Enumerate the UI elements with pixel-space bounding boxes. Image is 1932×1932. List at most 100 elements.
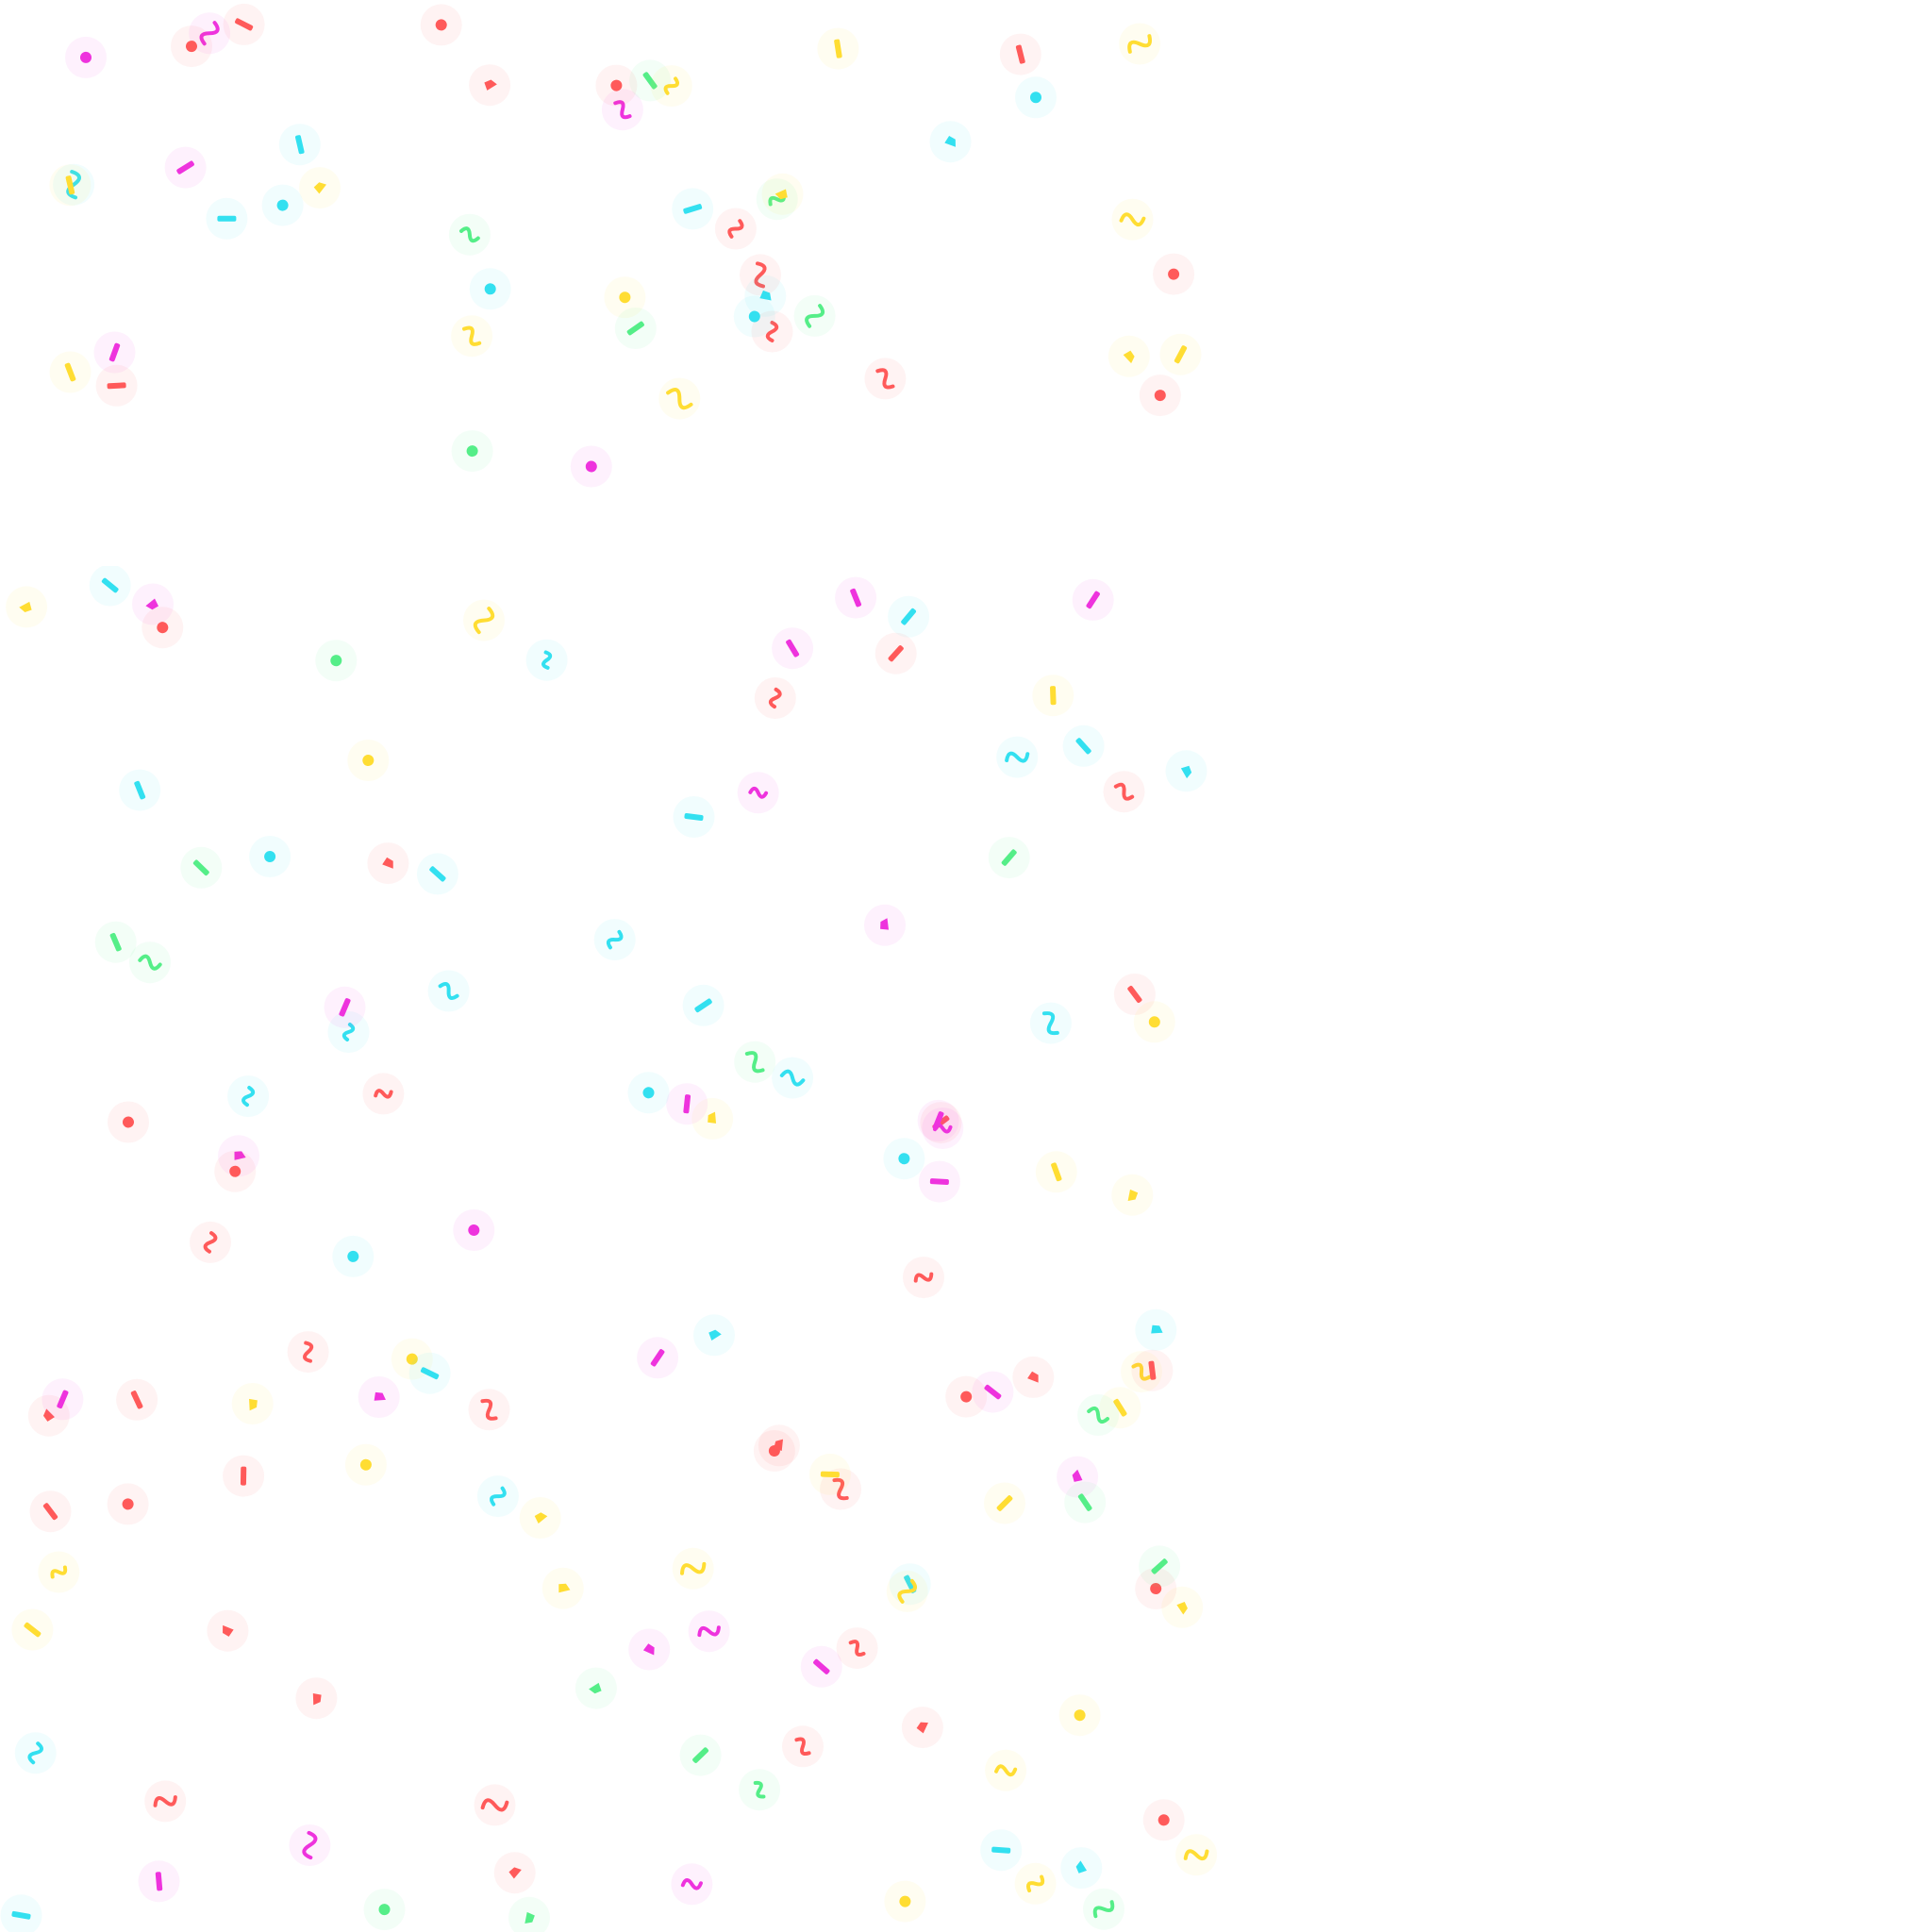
confetti-piece	[234, 1151, 246, 1160]
confetti-flake	[508, 1867, 522, 1879]
confetti-piece	[313, 182, 327, 194]
confetti-ribbon-curl	[1119, 212, 1146, 227]
confetti-strip	[420, 1367, 440, 1380]
confetti-piece	[1030, 92, 1041, 104]
confetti-star	[1150, 1583, 1162, 1594]
confetti-piece	[642, 72, 658, 90]
confetti-ribbon-curl	[27, 1741, 43, 1765]
confetti-piece	[480, 1798, 509, 1812]
confetti-strip	[64, 362, 76, 382]
confetti-piece	[666, 388, 693, 410]
confetti-star	[484, 283, 496, 295]
confetti-piece	[692, 1747, 709, 1763]
confetti-piece	[774, 189, 788, 200]
confetti-strip	[626, 321, 644, 336]
confetti-piece	[558, 1583, 571, 1593]
confetti-piece	[663, 76, 680, 95]
confetti-ribbon-curl	[680, 1878, 703, 1890]
confetti-flake	[1180, 765, 1192, 779]
confetti-piece	[984, 1384, 1002, 1400]
confetti-strip	[694, 998, 712, 1013]
confetti-ribbon-curl	[794, 1737, 811, 1757]
confetti-piece	[683, 1094, 691, 1114]
confetti-ribbon-curl	[480, 1398, 498, 1421]
confetti-piece	[109, 932, 122, 952]
confetti-ribbon-curl	[613, 100, 632, 120]
confetti-ribbon-curl	[489, 1486, 507, 1507]
confetti-piece	[754, 261, 767, 289]
confetti-ribbon-curl	[1127, 34, 1152, 54]
confetti-flake	[1072, 1469, 1083, 1482]
confetti-piece	[57, 1390, 69, 1409]
confetti-star	[585, 460, 597, 473]
confetti-piece	[748, 310, 760, 323]
confetti-flake	[1027, 1371, 1039, 1383]
confetti-star	[468, 1224, 480, 1236]
confetti-piece	[1113, 782, 1135, 801]
confetti-strip	[683, 204, 703, 214]
confetti-piece	[727, 219, 744, 239]
confetti-piece	[312, 1692, 322, 1706]
confetti-piece	[1086, 591, 1100, 609]
confetti-strip	[901, 608, 917, 625]
confetti-piece	[994, 1764, 1018, 1777]
confetti-piece	[1051, 1162, 1062, 1182]
confetti-star	[1168, 268, 1180, 280]
confetti-piece	[223, 1624, 234, 1637]
confetti-piece	[11, 1910, 31, 1920]
confetti-strip	[42, 1503, 58, 1521]
confetti-piece	[264, 851, 276, 862]
confetti-piece	[295, 135, 305, 155]
confetti-piece	[525, 1911, 535, 1924]
confetti-frame-3	[0, 1424, 1217, 1932]
confetti-ribbon-curl	[697, 1625, 721, 1638]
confetti-piece	[339, 998, 351, 1017]
confetti-ribbon-curl	[438, 982, 459, 1000]
confetti-ribbon-curl	[606, 929, 624, 950]
confetti-flake	[1123, 350, 1135, 364]
confetti-piece	[107, 382, 126, 390]
confetti-piece	[1154, 390, 1166, 402]
confetti-piece	[362, 755, 375, 766]
confetti-strip	[134, 780, 146, 800]
confetti-piece	[613, 100, 632, 120]
confetti-strip	[1151, 1558, 1168, 1574]
confetti-piece	[249, 1398, 258, 1411]
confetti-strip	[429, 866, 446, 882]
confetti-strip	[1075, 738, 1091, 755]
confetti-piece	[1123, 350, 1135, 364]
confetti-piece	[850, 588, 862, 608]
confetti-piece	[138, 954, 162, 971]
confetti-ribbon-curl	[473, 607, 495, 635]
confetti-piece	[786, 639, 800, 658]
confetti-strip	[11, 1910, 31, 1920]
confetti-piece	[382, 857, 393, 869]
confetti-piece	[1183, 1849, 1209, 1861]
confetti-piece	[768, 687, 782, 709]
confetti-piece	[240, 1466, 247, 1486]
confetti-piece	[765, 320, 779, 343]
confetti-piece	[875, 368, 895, 390]
confetti-piece	[347, 1250, 359, 1262]
confetti-piece	[1127, 986, 1142, 1003]
confetti-strip	[1001, 849, 1017, 866]
confetti-strip	[984, 1384, 1002, 1400]
confetti-piece	[235, 18, 254, 31]
confetti-piece	[406, 1353, 418, 1365]
confetti-piece	[1131, 1362, 1152, 1381]
confetti-ribbon-curl	[897, 1578, 918, 1604]
confetti-piece	[65, 175, 75, 195]
confetti-piece	[1092, 1900, 1115, 1919]
confetti-piece	[1150, 1583, 1162, 1594]
confetti-strip	[684, 813, 704, 821]
confetti-strip	[650, 1349, 665, 1367]
confetti-piece	[834, 39, 842, 58]
confetti-ribbon-curl	[913, 1272, 934, 1283]
confetti-flake	[774, 1439, 784, 1451]
confetti-star	[122, 1498, 134, 1510]
confetti-ribbon-curl	[153, 1795, 177, 1807]
confetti-ribbon-curl	[50, 1565, 68, 1579]
confetti-piece	[134, 780, 146, 800]
confetti-piece	[1119, 212, 1146, 227]
confetti-strip	[692, 1747, 709, 1763]
